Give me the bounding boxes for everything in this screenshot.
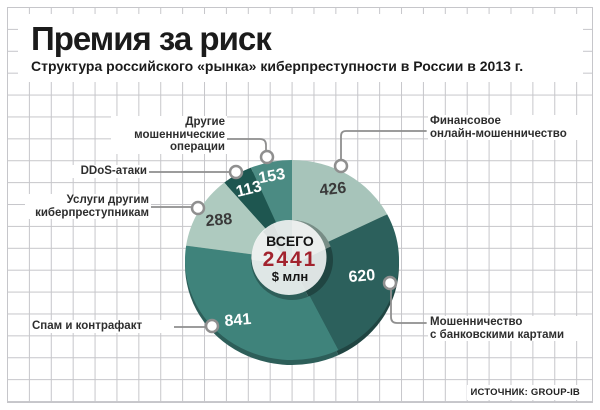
donut-segment [185, 245, 339, 360]
callout-marker [204, 318, 220, 334]
donut-center-disc [251, 220, 327, 295]
callout-label-bank-card-fraud: Мошенничество с банковскими картами [428, 316, 592, 341]
callout-label-ddos-attacks: DDoS-атаки [61, 165, 149, 178]
callout-label-financial-online-fraud: Финансовое онлайн-мошенничество [428, 115, 592, 140]
callout-label-services-to-criminals: Услуги другим киберпреступникам [25, 194, 151, 219]
page-subtitle: Структура российского «рынка» киберпрест… [31, 58, 524, 74]
donut-segment [250, 160, 292, 224]
callout-label-spam-counterfeit: Спам и контрафакт [30, 320, 174, 333]
callout-marker [382, 275, 398, 291]
leader-line [226, 138, 267, 152]
callout-marker [228, 164, 244, 180]
value-label-spam-counterfeit: 841 [223, 310, 252, 331]
value-label-financial-online-fraud: 426 [318, 179, 348, 200]
center-total-unit: $ млн [271, 269, 309, 284]
donut-segment [224, 167, 277, 230]
callout-marker [190, 200, 206, 216]
donut-center-label: ВСЕГО 2441 $ млн [240, 234, 340, 284]
donut-segment [186, 182, 267, 255]
source-credit: ИСТОЧНИК: GROUP-IB [466, 385, 584, 400]
callout-marker [333, 158, 349, 174]
value-label-bank-card-fraud: 620 [347, 266, 376, 287]
leader-line [390, 287, 427, 324]
leader-line [340, 130, 427, 162]
header: Премия за риск Структура российского «ры… [18, 14, 583, 82]
callout-marker [259, 149, 275, 165]
center-total-caption: ВСЕГО [266, 233, 314, 249]
value-label-services-to-criminals: 288 [204, 210, 233, 231]
callout-label-other-fraud: Другие мошеннические операции [111, 116, 227, 154]
page-title: Премия за риск [31, 20, 272, 57]
center-total-value: 2441 [262, 248, 318, 271]
donut-segment [292, 160, 388, 242]
donut-segment [309, 214, 399, 351]
